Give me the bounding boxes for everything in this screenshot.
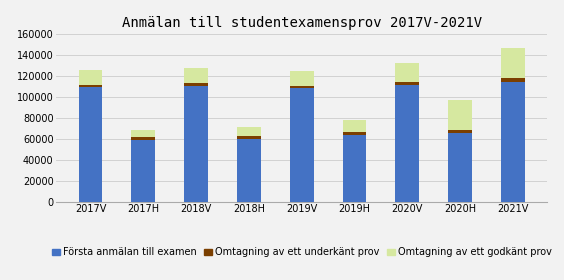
Bar xyxy=(501,82,525,202)
Bar xyxy=(290,88,314,202)
Bar xyxy=(343,132,367,136)
Bar xyxy=(448,130,472,133)
Bar xyxy=(343,136,367,202)
Bar xyxy=(79,70,103,85)
Bar xyxy=(448,133,472,202)
Bar xyxy=(79,87,103,202)
Bar xyxy=(343,120,367,132)
Legend: Första anmälan till examen, Omtagning av ett underkänt prov, Omtagning av ett go: Första anmälan till examen, Omtagning av… xyxy=(48,243,556,261)
Bar xyxy=(184,68,208,83)
Bar xyxy=(184,83,208,86)
Bar xyxy=(395,82,419,85)
Bar xyxy=(448,100,472,130)
Bar xyxy=(237,139,261,202)
Bar xyxy=(184,86,208,202)
Bar xyxy=(79,85,103,87)
Bar xyxy=(237,127,261,136)
Bar xyxy=(131,140,155,202)
Bar xyxy=(131,137,155,140)
Bar xyxy=(395,85,419,202)
Bar xyxy=(131,130,155,137)
Title: Anmälan till studentexamensprov 2017V-2021V: Anmälan till studentexamensprov 2017V-20… xyxy=(122,16,482,30)
Bar xyxy=(290,71,314,86)
Bar xyxy=(501,48,525,78)
Bar xyxy=(395,63,419,82)
Bar xyxy=(237,136,261,139)
Bar xyxy=(501,78,525,82)
Bar xyxy=(290,86,314,88)
